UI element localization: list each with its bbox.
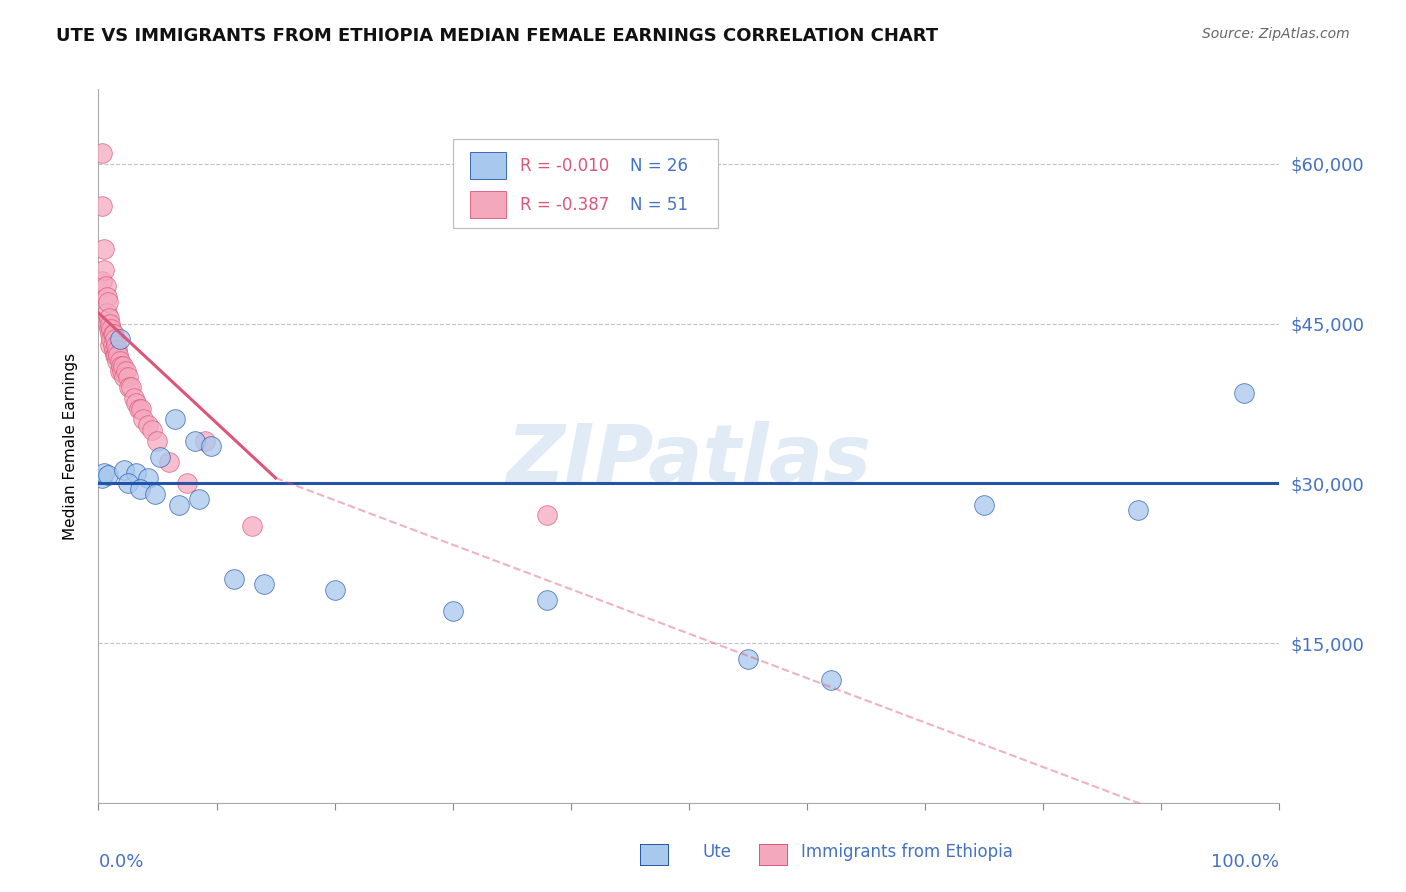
Point: [441, 604, 464, 618]
Point: [91, 471, 114, 485]
Point: [97, 467, 120, 482]
Point: [165, 412, 187, 426]
Point: [96, 290, 118, 304]
Point: [108, 353, 131, 368]
Point: [104, 333, 127, 347]
Point: [167, 498, 190, 512]
Point: [93, 242, 115, 256]
Point: [129, 401, 152, 416]
Point: [105, 343, 128, 358]
Point: [107, 349, 129, 363]
Text: R = -0.387: R = -0.387: [520, 196, 609, 214]
Point: [105, 349, 128, 363]
Point: [108, 364, 131, 378]
Point: [141, 423, 163, 437]
Text: Ute: Ute: [703, 843, 733, 861]
Text: N = 26: N = 26: [630, 157, 688, 175]
Point: [125, 396, 148, 410]
Point: [820, 673, 842, 688]
Text: N = 51: N = 51: [630, 196, 688, 214]
Text: Immigrants from Ethiopia: Immigrants from Ethiopia: [801, 843, 1014, 861]
Point: [1233, 385, 1256, 400]
Point: [117, 369, 139, 384]
Text: Source: ZipAtlas.com: Source: ZipAtlas.com: [1202, 27, 1350, 41]
Point: [200, 439, 222, 453]
Point: [224, 572, 246, 586]
Point: [122, 391, 145, 405]
Point: [136, 417, 159, 432]
FancyBboxPatch shape: [471, 152, 506, 179]
Point: [98, 317, 121, 331]
FancyBboxPatch shape: [471, 191, 506, 219]
Point: [97, 317, 120, 331]
Point: [128, 401, 150, 416]
Point: [240, 519, 263, 533]
Point: [184, 434, 207, 448]
Text: 100.0%: 100.0%: [1212, 853, 1279, 871]
FancyBboxPatch shape: [453, 139, 718, 228]
Point: [108, 333, 131, 347]
Point: [104, 349, 127, 363]
Point: [194, 434, 217, 448]
Point: [149, 450, 172, 464]
Point: [536, 593, 558, 607]
Point: [105, 338, 128, 352]
Point: [146, 434, 169, 448]
Point: [125, 466, 148, 480]
Point: [94, 279, 117, 293]
Point: [118, 380, 141, 394]
Point: [91, 274, 114, 288]
Point: [110, 359, 132, 373]
Point: [111, 364, 134, 378]
Point: [97, 295, 120, 310]
Point: [143, 487, 166, 501]
Point: [136, 471, 159, 485]
Text: R = -0.010: R = -0.010: [520, 157, 609, 175]
Point: [253, 577, 276, 591]
Point: [132, 412, 155, 426]
Point: [93, 263, 115, 277]
Point: [187, 492, 209, 507]
Point: [103, 327, 125, 342]
Point: [98, 327, 121, 342]
Point: [98, 338, 121, 352]
Point: [536, 508, 558, 523]
Point: [128, 482, 150, 496]
Point: [100, 333, 122, 347]
Point: [98, 311, 121, 326]
Text: ZIPatlas: ZIPatlas: [506, 421, 872, 500]
Point: [105, 353, 128, 368]
Point: [112, 369, 135, 384]
Point: [100, 322, 122, 336]
Point: [973, 498, 995, 512]
Text: 0.0%: 0.0%: [98, 853, 143, 871]
Point: [93, 466, 115, 480]
Point: [96, 306, 118, 320]
Point: [117, 476, 139, 491]
Point: [112, 463, 135, 477]
Point: [157, 455, 180, 469]
Point: [112, 359, 135, 373]
Point: [176, 476, 198, 491]
Point: [98, 322, 121, 336]
Point: [121, 380, 143, 394]
Point: [101, 327, 124, 342]
Point: [91, 199, 114, 213]
Point: [91, 146, 114, 161]
Point: [323, 582, 346, 597]
Y-axis label: Median Female Earnings: Median Female Earnings: [63, 352, 77, 540]
Text: UTE VS IMMIGRANTS FROM ETHIOPIA MEDIAN FEMALE EARNINGS CORRELATION CHART: UTE VS IMMIGRANTS FROM ETHIOPIA MEDIAN F…: [56, 27, 938, 45]
Point: [101, 338, 124, 352]
Point: [1126, 503, 1149, 517]
Point: [737, 652, 759, 666]
Point: [103, 343, 125, 358]
Point: [114, 364, 136, 378]
